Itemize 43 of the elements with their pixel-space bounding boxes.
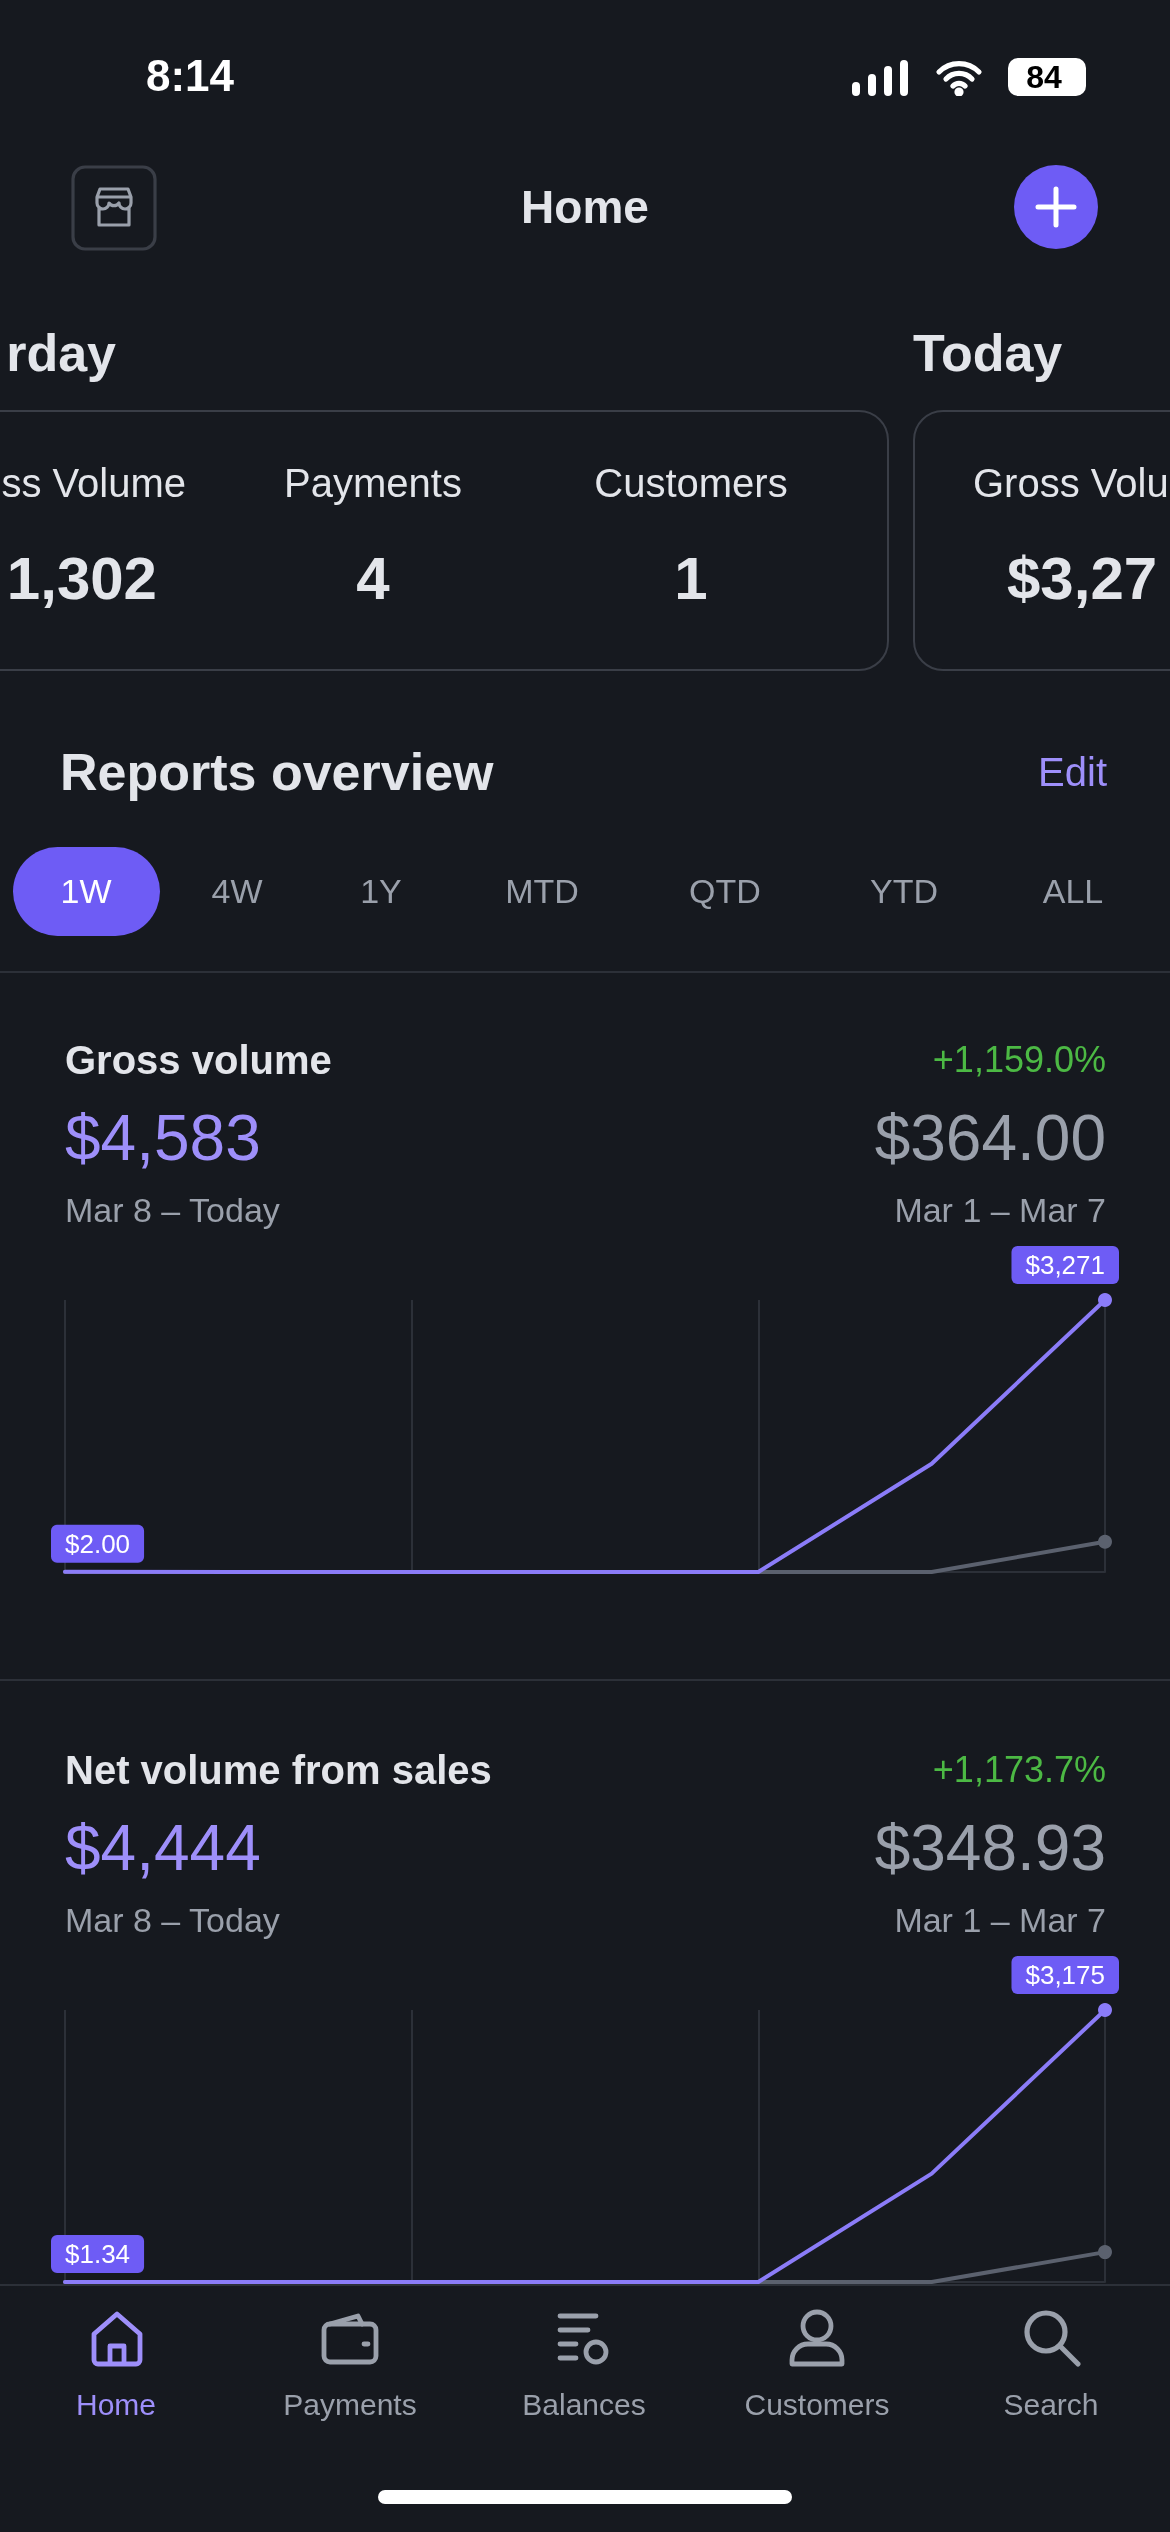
text: $4,444 (65, 1811, 261, 1885)
data-label: $1.34 (65, 2238, 131, 2269)
text: Mar 1 – Mar 7 (894, 1900, 1106, 1940)
text: 1Y (360, 871, 402, 911)
text: Payments (283, 2388, 417, 2422)
chart-title: Net volume from sales (65, 1747, 492, 1793)
text: MTD (505, 871, 579, 911)
text: $364.00 (874, 1101, 1106, 1175)
text: Customers (744, 2388, 890, 2422)
data-label: $3,271 (1025, 1250, 1105, 1280)
text: Search (1003, 2388, 1099, 2422)
text: ss Volume (1, 460, 186, 506)
text: 1 (674, 543, 708, 613)
text: Home (75, 2388, 157, 2422)
text: Payments (284, 460, 462, 506)
text: QTD (689, 871, 761, 911)
text: ALL (1042, 871, 1104, 911)
text: $3,27 (1007, 543, 1158, 613)
text: Balances (522, 2388, 646, 2422)
text: 4W (211, 871, 263, 911)
text: Mar 1 – Mar 7 (894, 1190, 1106, 1230)
data-label: $3,175 (1025, 1960, 1105, 1990)
text: +1,159.0% (932, 1039, 1106, 1081)
text: Mar 8 – Today (65, 1190, 280, 1230)
text: 84 (1026, 58, 1062, 96)
text: 1W (60, 871, 112, 911)
text: 1,302 (6, 543, 157, 613)
text: Customers (594, 460, 788, 506)
text: Today (913, 323, 1063, 383)
text: Edit (1038, 749, 1107, 795)
text: rday (6, 323, 116, 383)
text: 8:14 (145, 51, 235, 101)
chart-title: Gross volume (65, 1037, 332, 1083)
text: $348.93 (874, 1811, 1106, 1885)
text: 4 (356, 543, 390, 613)
text: Reports overview (60, 742, 494, 802)
text: Gross Volu (973, 460, 1169, 506)
text: Mar 8 – Today (65, 1900, 280, 1940)
text: YTD (870, 871, 938, 911)
text: +1,173.7% (932, 1749, 1106, 1791)
text: $4,583 (65, 1101, 261, 1175)
text: Home (521, 180, 649, 234)
data-label: $2.00 (65, 1528, 131, 1559)
